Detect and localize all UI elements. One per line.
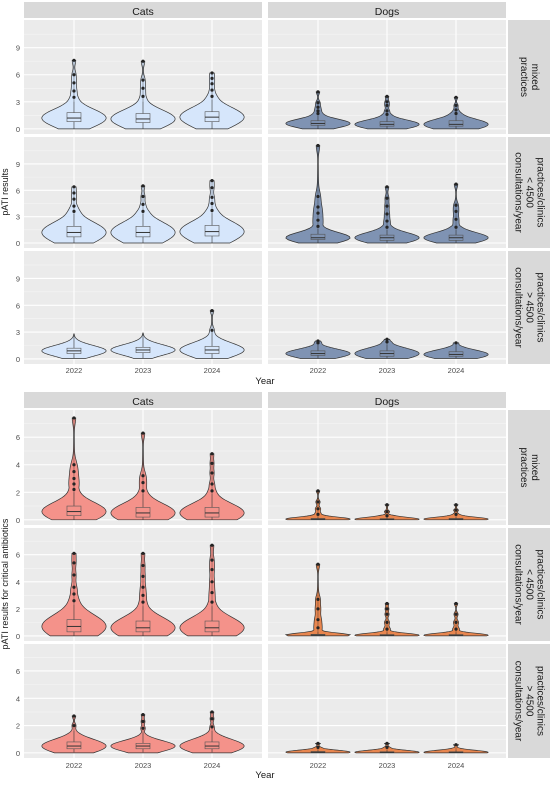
y-tick-label: 6 <box>16 301 20 310</box>
y-tick-label: 2 <box>16 605 20 614</box>
y-tick-label: 2 <box>16 488 20 497</box>
y-tick-label: 0 <box>16 125 20 134</box>
column-strip <box>24 2 262 18</box>
box-iqr <box>66 619 82 633</box>
y-tick-label: 6 <box>16 551 20 560</box>
box-iqr <box>66 226 82 238</box>
y-tick-label: 4 <box>16 461 20 470</box>
column-strip <box>24 392 262 408</box>
row-strip-label: practices/clinics< 4500consultations/yea… <box>513 152 546 233</box>
box-iqr <box>448 120 464 127</box>
row-strip-label-group: practices/clinics< 4500consultations/yea… <box>513 544 546 625</box>
column-strip-label: Dogs <box>375 396 400 408</box>
y-tick-label: 2 <box>16 722 20 731</box>
x-tick-label: 2023 <box>379 761 396 770</box>
row-strip <box>508 410 550 525</box>
row-strip <box>508 20 550 134</box>
y-tick-label: 4 <box>16 694 20 703</box>
box-iqr <box>204 507 220 518</box>
box-iqr <box>135 620 151 633</box>
box-iqr <box>135 226 151 238</box>
box-iqr <box>66 505 82 516</box>
box-iqr <box>204 741 220 750</box>
column-strip-label: Cats <box>132 396 154 408</box>
y-tick-label: 0 <box>16 632 20 641</box>
y-tick-label: 4 <box>16 578 20 587</box>
box-iqr <box>135 113 151 123</box>
x-tick-label: 2023 <box>135 366 152 375</box>
box-iqr <box>204 225 220 237</box>
row-strip <box>508 644 550 758</box>
column-strip <box>268 2 506 18</box>
y-tick-label: 3 <box>16 328 20 337</box>
x-tick-label: 2022 <box>66 761 83 770</box>
x-tick-label: 2024 <box>204 366 221 375</box>
y-tick-label: 0 <box>16 749 20 758</box>
box-iqr <box>310 233 326 240</box>
x-tick-label: 2023 <box>379 366 396 375</box>
row-strip-label: mixedpractices <box>518 447 540 487</box>
x-tick-label: 2024 <box>448 366 465 375</box>
y-tick-label: 6 <box>16 71 20 80</box>
box-iqr <box>135 507 151 518</box>
y-tick-label: 6 <box>16 433 20 442</box>
box-iqr <box>66 112 82 122</box>
row-strip-label-group: mixedpractices <box>518 57 540 97</box>
x-axis-title: Year <box>255 376 274 387</box>
row-strip <box>508 528 550 641</box>
y-tick-label: 3 <box>16 213 20 222</box>
row-strip-label: practices/clinics> 4500consultations/yea… <box>513 661 546 742</box>
x-tick-label: 2024 <box>448 761 465 770</box>
y-tick-label: 6 <box>16 667 20 676</box>
y-axis-title: pATI results <box>0 168 10 216</box>
y-axis-title: pATI results for critical antibiotics <box>0 518 10 649</box>
box-iqr <box>204 620 220 633</box>
row-strip-label: practices/clinics< 4500consultations/yea… <box>513 544 546 625</box>
x-axis-title: Year <box>255 770 274 781</box>
y-tick-label: 0 <box>16 239 20 248</box>
row-strip-label: practices/clinics> 4500consultations/yea… <box>513 267 546 348</box>
y-tick-label: 6 <box>16 186 20 195</box>
row-strip-label-group: practices/clinics> 4500consultations/yea… <box>513 661 546 742</box>
x-tick-label: 2023 <box>135 761 152 770</box>
x-tick-label: 2022 <box>66 366 83 375</box>
row-strip-label-group: practices/clinics> 4500consultations/yea… <box>513 267 546 348</box>
x-tick-label: 2022 <box>310 366 327 375</box>
box-iqr <box>66 741 82 750</box>
x-tick-label: 2024 <box>204 761 221 770</box>
row-strip <box>508 251 550 364</box>
y-tick-label: 3 <box>16 98 20 107</box>
row-strip-label-group: mixedpractices <box>518 447 540 487</box>
chart-figure-1: Cats Dogs mixedpractices 0 3 6 9 practices/clin… <box>0 2 550 387</box>
row-strip-label: mixedpractices <box>518 57 540 97</box>
y-tick-label: 9 <box>16 44 20 53</box>
y-tick-label: 9 <box>16 160 20 169</box>
column-strip-label: Cats <box>132 6 154 18</box>
x-tick-label: 2022 <box>310 761 327 770</box>
chart-figure-2: Cats Dogs mixedpractices 0 2 4 6 practices/clin… <box>0 392 550 781</box>
row-strip-label-group: practices/clinics< 4500consultations/yea… <box>513 152 546 233</box>
column-strip-label: Dogs <box>375 6 400 18</box>
y-tick-label: 0 <box>16 355 20 364</box>
row-strip <box>508 137 550 248</box>
y-tick-label: 9 <box>16 274 20 283</box>
column-strip <box>268 392 506 408</box>
y-tick-label: 0 <box>16 516 20 525</box>
